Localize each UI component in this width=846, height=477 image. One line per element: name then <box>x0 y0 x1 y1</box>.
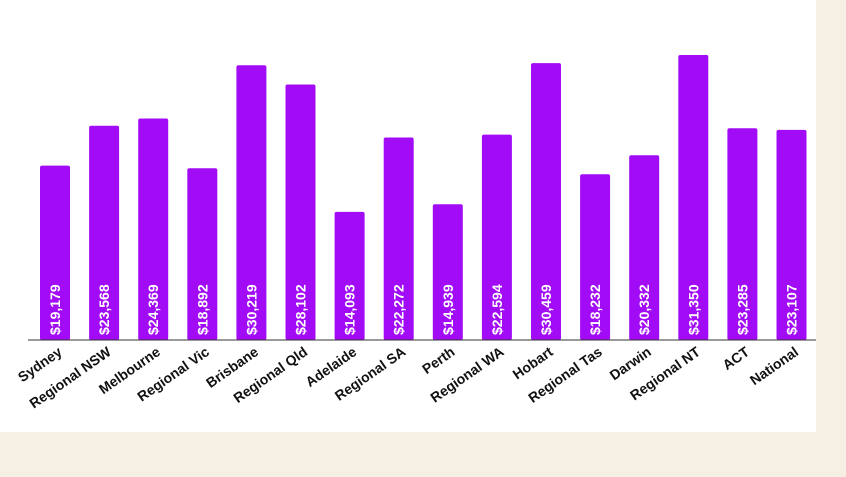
bar-regional-tas <box>580 174 611 340</box>
data-label-adelaide: $14,093 <box>342 284 358 335</box>
data-label-brisbane: $30,219 <box>243 284 259 335</box>
bar-melbourne <box>138 118 169 340</box>
data-label-regional-vic: $18,892 <box>194 284 210 335</box>
data-label-regional-wa: $22,594 <box>489 284 505 335</box>
data-label-regional-nsw: $23,568 <box>96 284 112 335</box>
bar-chart: $19,179 $23,568 $24,369 $18,892 $30,219 $28,1… <box>15 55 816 411</box>
bar-regional-nt <box>678 55 709 340</box>
data-label-perth: $14,939 <box>440 284 456 335</box>
x-tick-label-perth: Perth <box>419 343 458 377</box>
data-label-sydney: $19,179 <box>47 284 63 335</box>
bar-darwin <box>629 155 660 340</box>
bar-perth <box>432 204 463 340</box>
bar-brisbane <box>236 65 267 341</box>
x-tick-label-act: ACT <box>719 343 752 373</box>
bar-sydney <box>40 165 70 340</box>
data-label-darwin: $20,332 <box>636 284 652 335</box>
bar-adelaide <box>334 211 365 340</box>
bar-national <box>776 129 807 340</box>
data-label-regional-nt: $31,350 <box>685 284 701 335</box>
bar-act <box>727 128 758 340</box>
x-tick-label-regional-nsw: Regional NSW <box>26 343 114 411</box>
bar-regional-qld <box>285 84 316 340</box>
bar-regional-sa <box>383 137 414 340</box>
chart-panel: $19,179 $23,568 $24,369 $18,892 $30,219 $28,1… <box>0 0 816 432</box>
x-tick-label-national: National <box>747 343 801 388</box>
data-label-regional-qld: $28,102 <box>293 284 309 335</box>
data-label-regional-sa: $22,272 <box>391 284 407 335</box>
data-label-act: $23,285 <box>734 284 750 335</box>
bar-regional-nsw <box>89 125 120 340</box>
data-label-regional-tas: $18,232 <box>587 284 603 335</box>
bar-hobart <box>531 63 561 340</box>
data-label-hobart: $30,459 <box>538 284 554 335</box>
data-label-melbourne: $24,369 <box>145 284 161 335</box>
bar-regional-vic <box>187 168 218 340</box>
data-label-national: $23,107 <box>784 284 800 335</box>
bar-regional-wa <box>481 134 512 340</box>
